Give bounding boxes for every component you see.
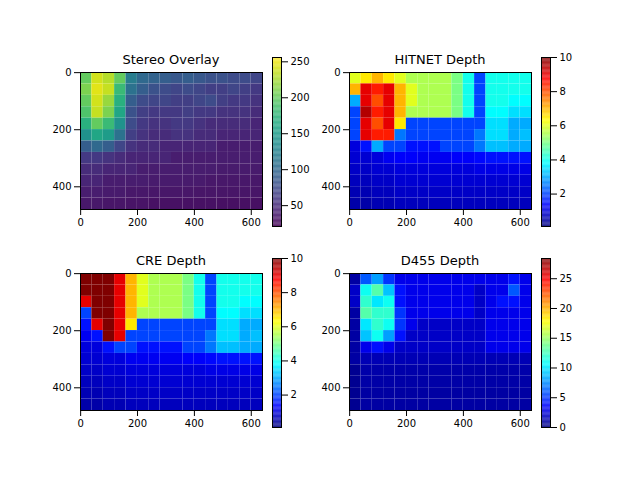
svg-text:10: 10 bbox=[560, 52, 573, 63]
svg-text:600: 600 bbox=[242, 217, 261, 228]
svg-text:200: 200 bbox=[397, 418, 416, 429]
svg-text:0: 0 bbox=[346, 217, 352, 228]
svg-text:400: 400 bbox=[52, 382, 71, 393]
svg-text:20: 20 bbox=[560, 303, 573, 314]
svg-text:15: 15 bbox=[560, 332, 573, 343]
svg-text:5: 5 bbox=[560, 392, 566, 403]
svg-text:200: 200 bbox=[128, 217, 147, 228]
svg-text:200: 200 bbox=[128, 418, 147, 429]
svg-text:6: 6 bbox=[560, 120, 566, 131]
svg-text:200: 200 bbox=[291, 92, 310, 103]
svg-text:0: 0 bbox=[65, 268, 71, 279]
svg-text:0: 0 bbox=[334, 268, 340, 279]
svg-text:10: 10 bbox=[291, 253, 304, 264]
svg-text:4: 4 bbox=[291, 355, 297, 366]
svg-text:0: 0 bbox=[560, 422, 566, 433]
svg-text:250: 250 bbox=[291, 56, 310, 67]
svg-text:200: 200 bbox=[321, 124, 340, 135]
svg-text:50: 50 bbox=[291, 200, 304, 211]
svg-text:200: 200 bbox=[52, 325, 71, 336]
html-text:CRE Depth: CRE Depth bbox=[136, 253, 206, 268]
svg-text:0: 0 bbox=[65, 67, 71, 78]
svg-text:8: 8 bbox=[291, 287, 297, 298]
svg-text:8: 8 bbox=[560, 86, 566, 97]
svg-text:6: 6 bbox=[291, 321, 297, 332]
svg-text:2: 2 bbox=[291, 389, 297, 400]
svg-text:100: 100 bbox=[291, 164, 310, 175]
html-text:Stereo Overlay: Stereo Overlay bbox=[122, 52, 220, 67]
svg-text:600: 600 bbox=[511, 217, 530, 228]
svg-text:400: 400 bbox=[52, 181, 71, 192]
svg-text:400: 400 bbox=[454, 418, 473, 429]
html-text:HITNET Depth: HITNET Depth bbox=[394, 52, 486, 67]
svg-text:400: 400 bbox=[321, 181, 340, 192]
svg-text:400: 400 bbox=[185, 217, 204, 228]
svg-text:200: 200 bbox=[52, 124, 71, 135]
svg-text:0: 0 bbox=[334, 67, 340, 78]
svg-text:150: 150 bbox=[291, 128, 310, 139]
svg-text:600: 600 bbox=[242, 418, 261, 429]
svg-text:25: 25 bbox=[560, 273, 573, 284]
html-text:D455 Depth: D455 Depth bbox=[400, 253, 480, 268]
svg-text:10: 10 bbox=[560, 362, 573, 373]
svg-text:600: 600 bbox=[511, 418, 530, 429]
svg-text:0: 0 bbox=[346, 418, 352, 429]
svg-text:200: 200 bbox=[321, 325, 340, 336]
svg-text:2: 2 bbox=[560, 188, 566, 199]
svg-text:4: 4 bbox=[560, 154, 566, 165]
svg-text:0: 0 bbox=[77, 217, 83, 228]
svg-text:400: 400 bbox=[185, 418, 204, 429]
svg-text:200: 200 bbox=[397, 217, 416, 228]
svg-text:0: 0 bbox=[77, 418, 83, 429]
svg-text:400: 400 bbox=[454, 217, 473, 228]
svg-text:400: 400 bbox=[321, 382, 340, 393]
